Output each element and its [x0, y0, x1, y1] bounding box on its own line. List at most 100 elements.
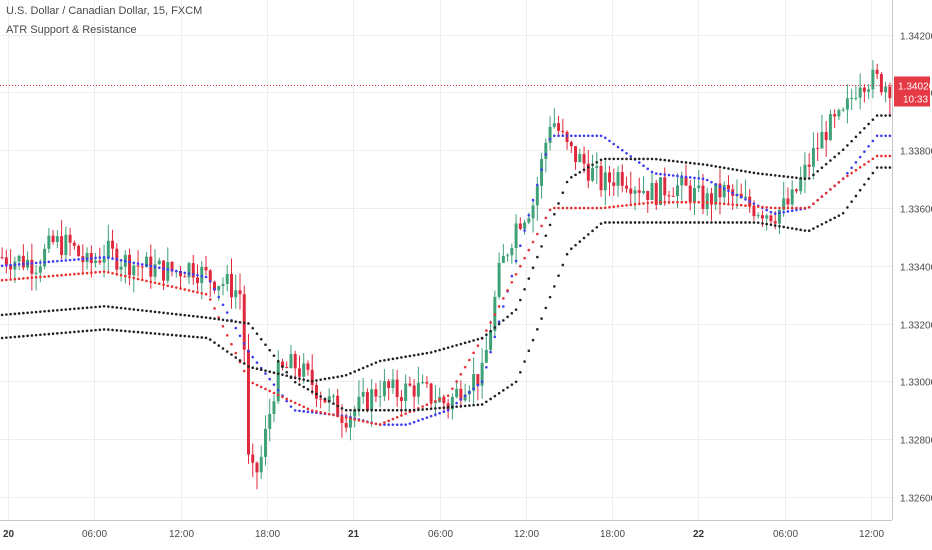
atr-dot-2	[854, 194, 858, 198]
candle-body	[429, 383, 433, 403]
atr-dot-1	[166, 284, 170, 287]
atr-dot-2	[94, 305, 97, 309]
atr-dot-0	[191, 273, 195, 276]
atr-dot-3	[293, 376, 297, 379]
atr-dot-2	[115, 306, 119, 309]
atr-dot-0	[612, 142, 616, 146]
candle-body	[259, 456, 263, 473]
atr-dot-2	[149, 310, 153, 313]
candle-body	[599, 166, 603, 191]
candle-body	[608, 172, 612, 183]
time-tick-label: 18:00	[255, 529, 280, 540]
atr-dot-3	[268, 370, 272, 374]
candle-body	[552, 123, 556, 127]
atr-dot-0	[867, 145, 870, 148]
atr-dot-1	[519, 264, 522, 268]
indicator-label[interactable]: ATR Support & Resistance	[6, 24, 137, 36]
atr-dot-2	[680, 221, 684, 224]
atr-dot-0	[39, 261, 42, 264]
atr-dot-3	[620, 157, 624, 161]
atr-dot-2	[302, 385, 306, 389]
atr-dot-0	[234, 326, 238, 330]
atr-dot-1	[425, 403, 429, 407]
atr-dot-0	[790, 209, 794, 213]
atr-dot-0	[408, 422, 412, 425]
atr-dot-0	[527, 213, 531, 217]
atr-dot-3	[803, 177, 807, 181]
atr-dot-0	[476, 383, 480, 387]
atr-dot-2	[888, 166, 892, 169]
candle-body	[760, 215, 764, 219]
candle-body	[659, 177, 662, 205]
atr-dot-3	[616, 157, 620, 161]
candle-body	[72, 242, 76, 246]
candle-body	[616, 172, 620, 186]
atr-dot-2	[378, 408, 382, 412]
atr-dot-2	[795, 227, 798, 231]
atr-dot-0	[548, 137, 552, 141]
atr-dot-3	[115, 329, 119, 332]
atr-dot-2	[349, 408, 352, 412]
atr-dot-2	[710, 221, 713, 224]
candle-body	[208, 270, 212, 282]
atr-dot-0	[599, 134, 603, 138]
atr-dot-0	[276, 388, 280, 392]
candle-body	[888, 86, 892, 99]
atr-dot-2	[790, 227, 794, 230]
atr-dot-1	[56, 274, 59, 277]
atr-dot-3	[60, 331, 63, 335]
atr-dot-0	[888, 134, 892, 138]
atr-dot-3	[213, 341, 216, 344]
atr-dot-2	[642, 221, 645, 224]
atr-dot-3	[412, 353, 416, 357]
candle-body	[344, 422, 348, 428]
atr-dot-2	[174, 312, 178, 316]
atr-dot-2	[480, 403, 484, 406]
atr-dot-2	[170, 312, 174, 316]
atr-dot-1	[722, 202, 726, 206]
atr-dot-1	[247, 378, 250, 382]
atr-dot-0	[480, 380, 484, 383]
atr-dot-2	[200, 315, 204, 319]
atr-dot-2	[582, 236, 586, 240]
atr-dot-0	[442, 410, 446, 414]
atr-dot-0	[510, 274, 514, 278]
atr-dot-2	[39, 310, 42, 313]
atr-dot-0	[773, 212, 777, 215]
atr-dot-0	[744, 198, 747, 201]
atr-dot-0	[64, 259, 68, 262]
candle-body	[790, 189, 794, 205]
candle-body	[204, 266, 208, 271]
chart-grid	[0, 0, 892, 520]
atr-dot-0	[47, 260, 51, 264]
atr-dot-3	[196, 335, 199, 339]
atr-dot-1	[578, 206, 582, 210]
atr-dot-1	[132, 276, 136, 280]
atr-dot-0	[306, 410, 310, 414]
atr-dot-1	[310, 409, 314, 412]
candle-body	[642, 190, 646, 193]
atr-dot-2	[124, 307, 127, 310]
atr-dot-1	[26, 276, 29, 280]
atr-dot-1	[536, 232, 539, 236]
atr-dot-3	[880, 114, 883, 117]
atr-dot-1	[565, 206, 569, 210]
atr-dot-1	[850, 171, 853, 175]
atr-dot-3	[107, 328, 110, 331]
atr-dot-1	[820, 195, 824, 198]
atr-dot-2	[217, 317, 221, 321]
atr-dot-0	[153, 265, 157, 269]
time-axis[interactable]: 20 06:00 12:00 18:00 21 06:00 12:00 18:00 22 06:0…	[0, 520, 892, 541]
candle-body	[756, 215, 760, 217]
atr-dot-1	[506, 289, 509, 292]
candle-body	[280, 361, 284, 367]
atr-dot-1	[213, 307, 216, 310]
candle-body	[238, 290, 242, 295]
price-tick-label: 1.33000	[900, 378, 932, 389]
atr-dot-2	[599, 222, 603, 225]
atr-dot-1	[302, 405, 306, 409]
candle-body	[285, 366, 289, 369]
symbol-title[interactable]: U.S. Dollar / Canadian Dollar, 15, FXCM	[6, 5, 203, 17]
atr-dot-1	[790, 206, 794, 210]
